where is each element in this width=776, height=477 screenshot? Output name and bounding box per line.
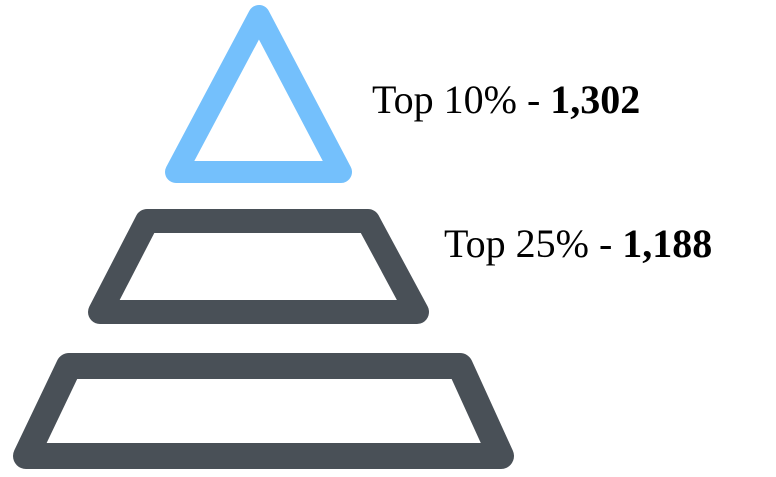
tier-label-text: Top 25% xyxy=(444,221,589,266)
pyramid-tier-top xyxy=(165,5,352,183)
tier-value: 1,302 xyxy=(550,77,641,122)
tier-value: 1,188 xyxy=(622,221,713,266)
tier-label-top-10: Top 10% - 1,302 xyxy=(372,80,640,120)
pyramid-tier-bottom xyxy=(13,353,514,469)
tier-label-text: Top 10% xyxy=(372,77,517,122)
pyramid-tier-middle xyxy=(88,209,429,324)
tier-label-separator: - xyxy=(588,221,623,266)
tier-label-separator: - xyxy=(516,77,551,122)
tier-label-top-25: Top 25% - 1,188 xyxy=(444,224,712,264)
